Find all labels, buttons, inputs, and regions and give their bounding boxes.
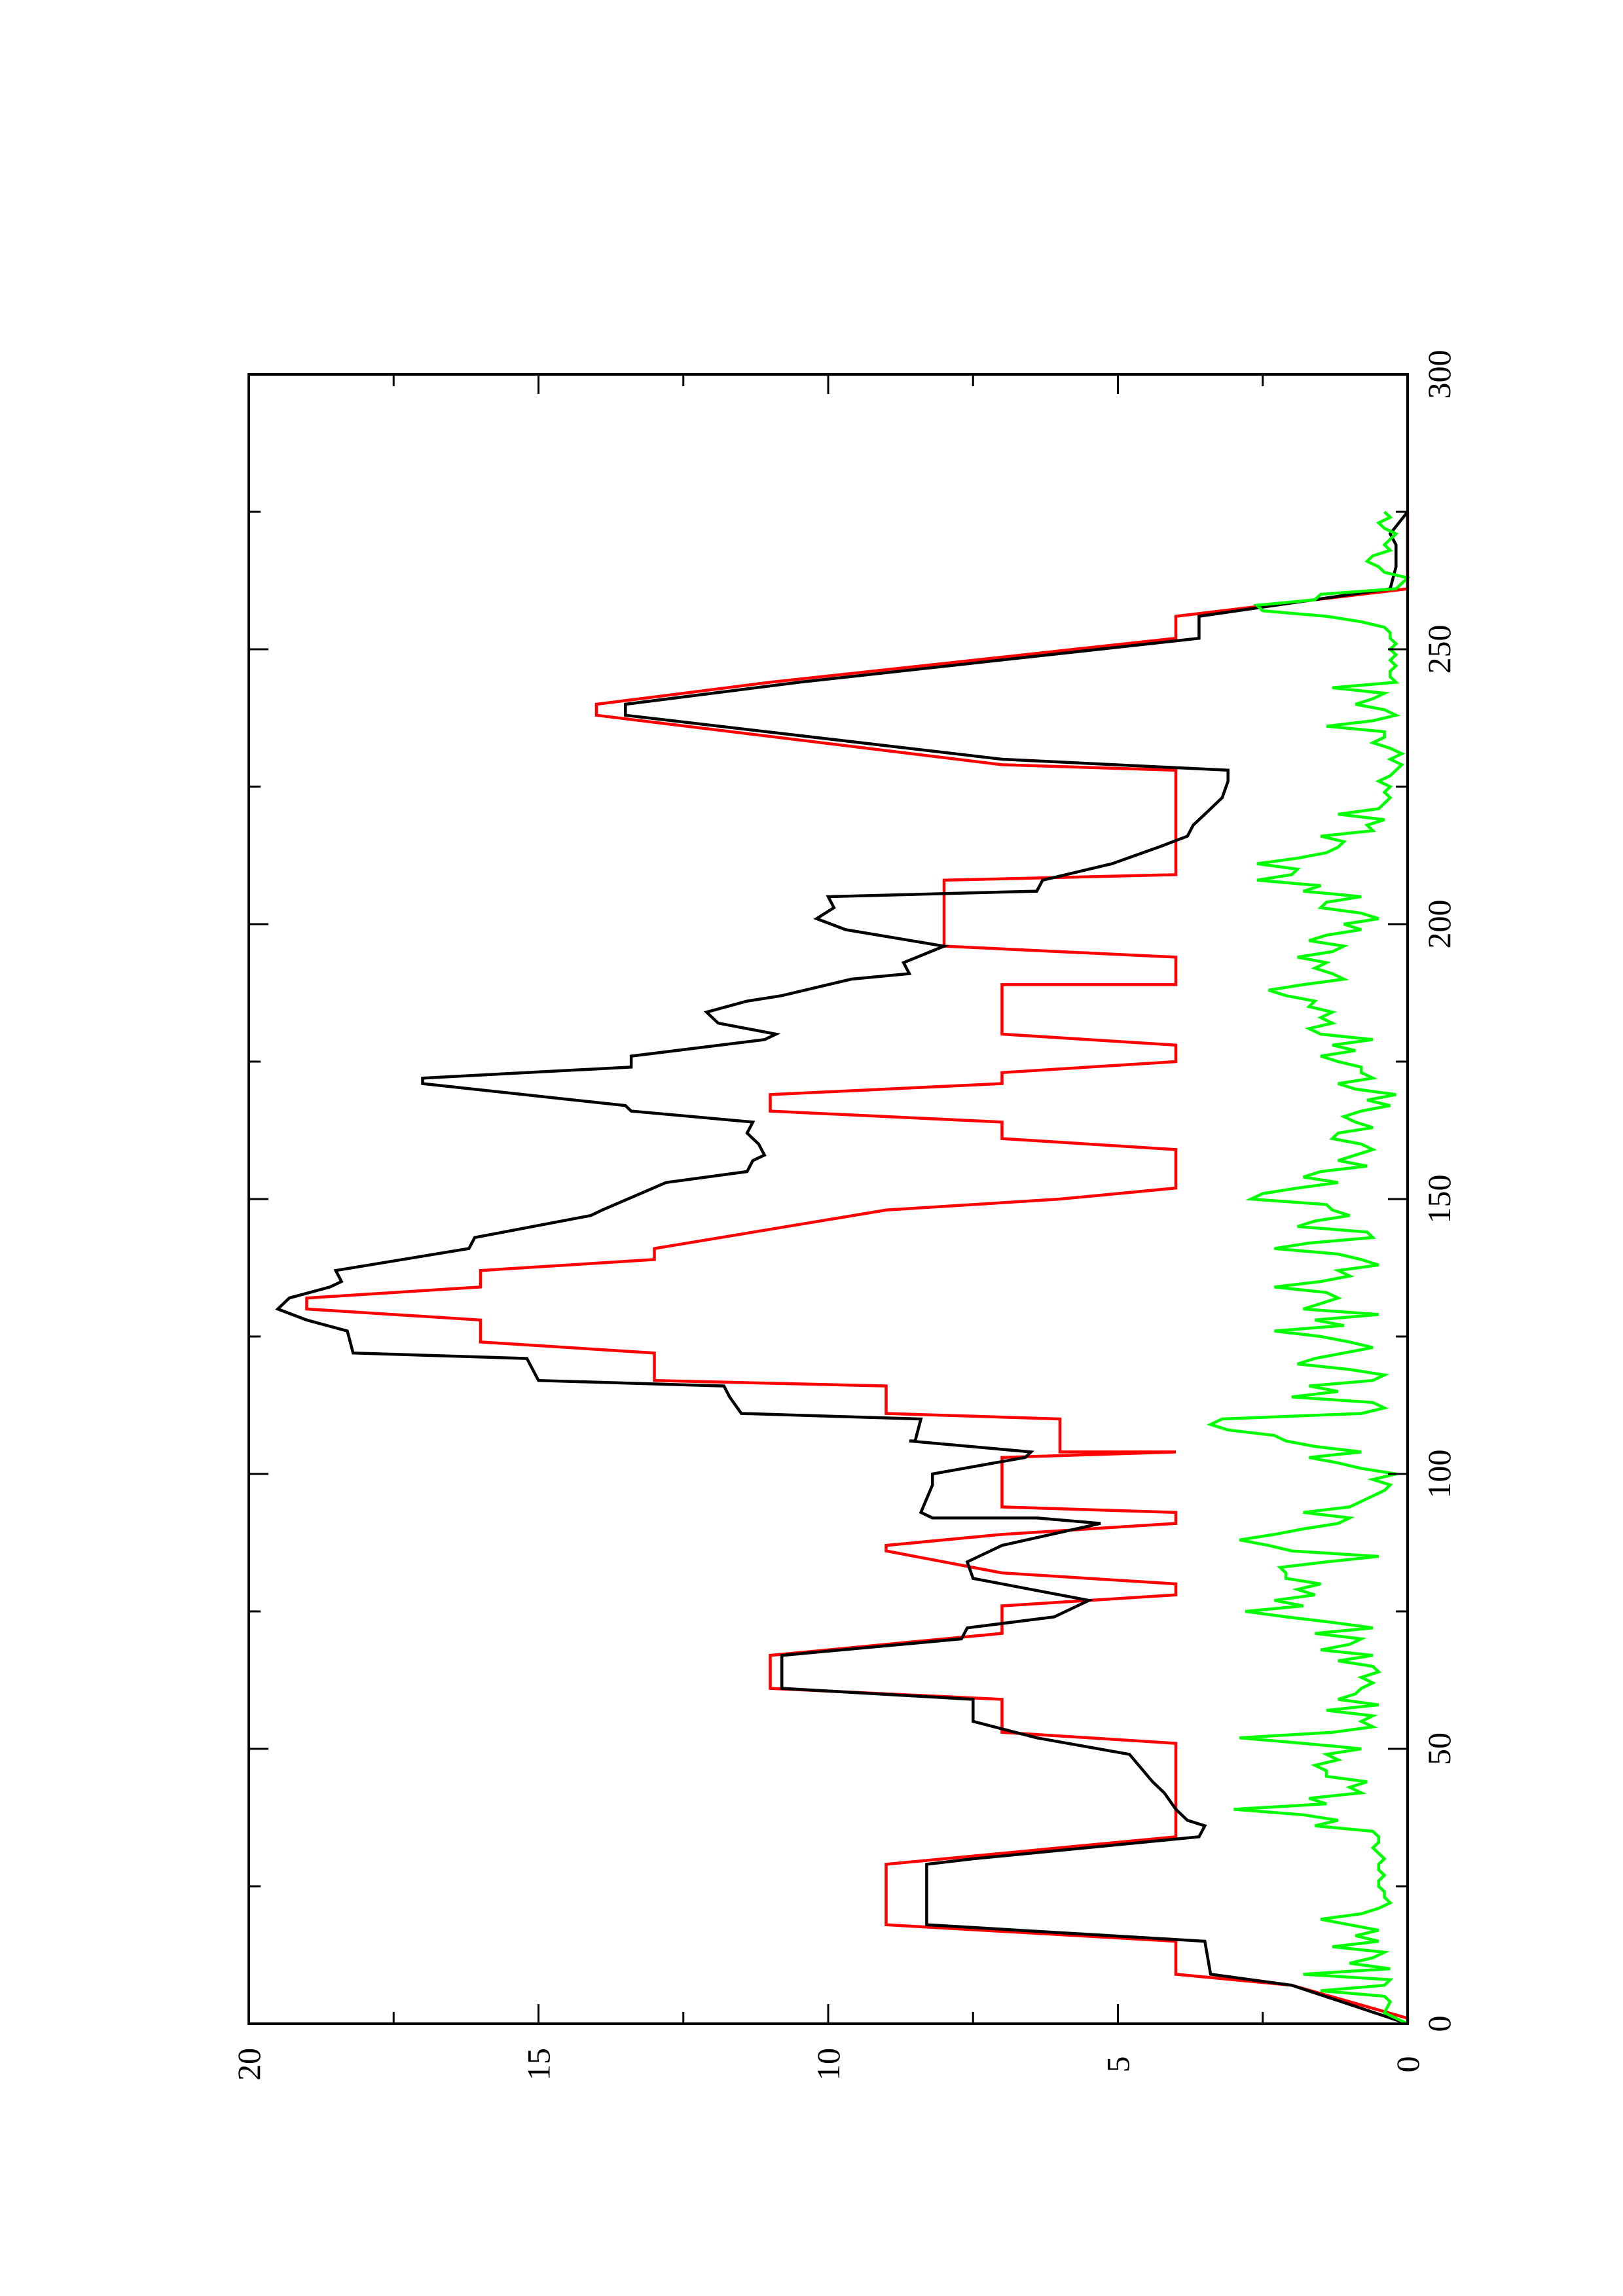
series-layer	[275, 511, 1411, 2026]
x-tick-label: 0	[1421, 2016, 1457, 2032]
series-line-1	[305, 512, 1410, 2024]
series-line-2	[275, 511, 1409, 2026]
x-tick-label: 250	[1421, 625, 1457, 674]
x-tick-label: 200	[1421, 900, 1457, 949]
plot-frame	[247, 373, 1409, 2025]
x-tick-label: 300	[1421, 350, 1457, 399]
x-tick-label: 50	[1421, 1732, 1457, 1765]
y-tick-label: 5	[1100, 2056, 1137, 2073]
x-tick-label: 100	[1421, 1450, 1457, 1499]
y-tick-label: 20	[230, 2048, 267, 2081]
ticks-layer	[247, 373, 1409, 2025]
series-line-3	[1206, 511, 1411, 2026]
y-tick-label: 10	[810, 2048, 847, 2081]
x-tick-label: 150	[1421, 1175, 1457, 1224]
y-tick-label: 15	[520, 2048, 557, 2081]
y-tick-label: 0	[1389, 2056, 1426, 2073]
tick-labels: 0 50 100 150 200 250 300 0 5 10 15 20	[230, 350, 1457, 2081]
